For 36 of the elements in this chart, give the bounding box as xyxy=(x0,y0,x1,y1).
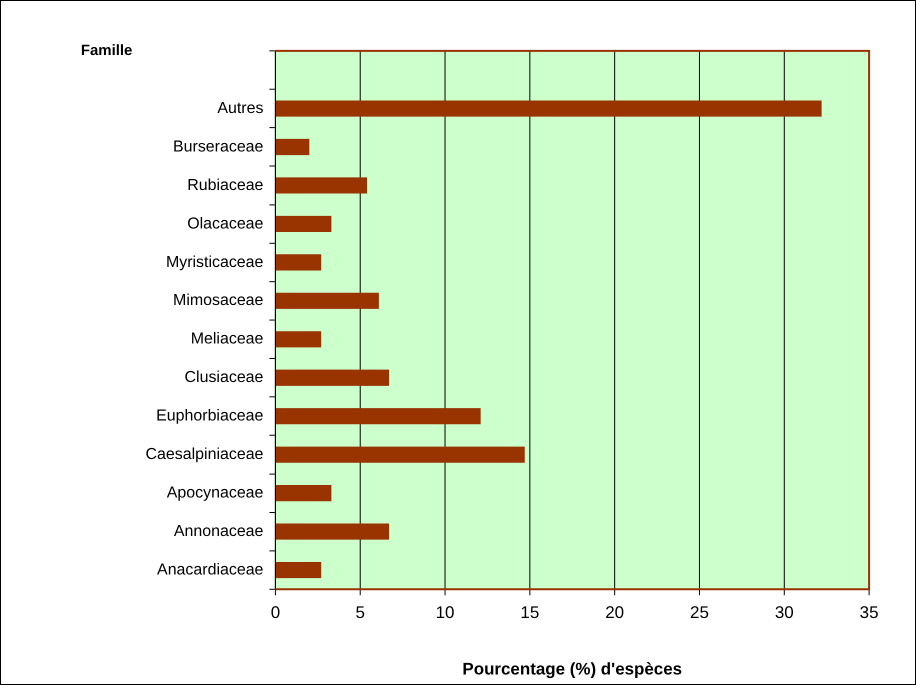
bar xyxy=(276,177,367,194)
y-tick-label: Myristicaceae xyxy=(166,254,264,271)
bar xyxy=(276,292,379,309)
bar xyxy=(276,485,332,502)
y-tick-label: Meliaceae xyxy=(190,330,264,348)
y-axis-title: Famille xyxy=(80,42,132,59)
bar xyxy=(276,524,390,540)
bar xyxy=(276,370,390,386)
x-tick-label: 10 xyxy=(436,603,454,622)
y-tick-label: Apocynaceae xyxy=(166,484,264,502)
y-tick-label: Annonaceae xyxy=(174,522,264,540)
y-tick-label: Mimosaceae xyxy=(173,292,264,310)
bar xyxy=(276,100,822,117)
y-tick-label: Olacaceae xyxy=(187,215,264,232)
bar xyxy=(276,254,322,270)
y-tick-label: Autres xyxy=(217,100,264,117)
y-tick-label: Anacardiaceae xyxy=(157,561,264,578)
bar xyxy=(276,562,322,578)
y-tick-label: Clusiaceae xyxy=(184,369,264,386)
bar xyxy=(276,216,332,232)
bar xyxy=(276,408,481,424)
x-tick-label: 0 xyxy=(270,603,280,622)
y-tick-label: Euphorbiaceae xyxy=(156,408,264,425)
x-tick-label: 30 xyxy=(774,603,794,622)
bar xyxy=(276,331,322,348)
x-tick-label: 15 xyxy=(520,603,540,622)
y-tick-label: Burseraceae xyxy=(173,138,264,156)
x-tick-label: 35 xyxy=(860,603,879,622)
x-axis-title: Pourcentage (%) d'espèces xyxy=(462,660,682,679)
x-tick-label: 25 xyxy=(690,603,709,622)
x-tick-label: 5 xyxy=(356,603,365,622)
y-tick-label: Caesalpiniaceae xyxy=(146,446,264,464)
x-tick-label: 20 xyxy=(605,603,624,622)
bar xyxy=(276,446,525,463)
bar xyxy=(276,138,310,156)
y-tick-label: Rubiaceae xyxy=(187,176,264,194)
